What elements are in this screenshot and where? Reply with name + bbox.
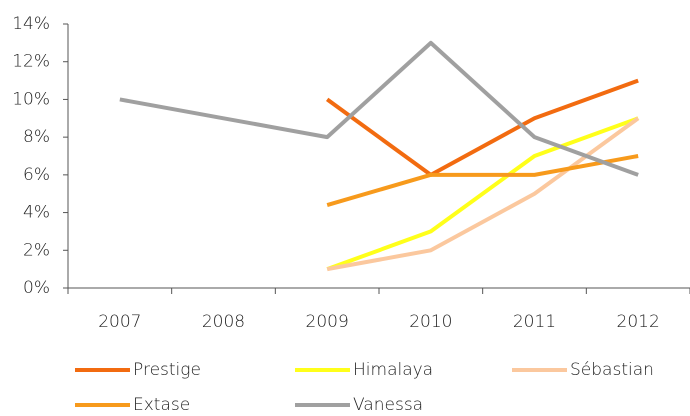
x-tick-label: 2009: [306, 312, 349, 332]
y-tick-label: 6%: [23, 165, 50, 185]
y-tick-label: 12%: [12, 52, 50, 72]
y-tick-label: 14%: [12, 14, 50, 34]
legend-label: Prestige: [133, 360, 201, 380]
x-tick-label: 2007: [98, 312, 141, 332]
y-tick-label: 0%: [23, 278, 50, 298]
x-tick-label: 2011: [513, 312, 556, 332]
legend-label: Sébastian: [570, 360, 654, 380]
x-tick-label: 2010: [409, 312, 452, 332]
series-line: [325, 78, 639, 177]
y-tick-label: 2%: [23, 240, 50, 260]
series-line: [326, 154, 639, 207]
legend-label: Himalaya: [353, 360, 433, 380]
x-tick-label: 2008: [202, 312, 245, 332]
series-line: [326, 116, 639, 272]
y-tick-label: 10%: [12, 89, 50, 109]
y-tick-label: 8%: [23, 127, 50, 147]
series-line: [119, 40, 639, 177]
x-tick-label: 2012: [617, 312, 660, 332]
y-tick-label: 4%: [23, 203, 50, 223]
legend-label: Extase: [133, 395, 190, 412]
legend-label: Vanessa: [353, 395, 423, 412]
